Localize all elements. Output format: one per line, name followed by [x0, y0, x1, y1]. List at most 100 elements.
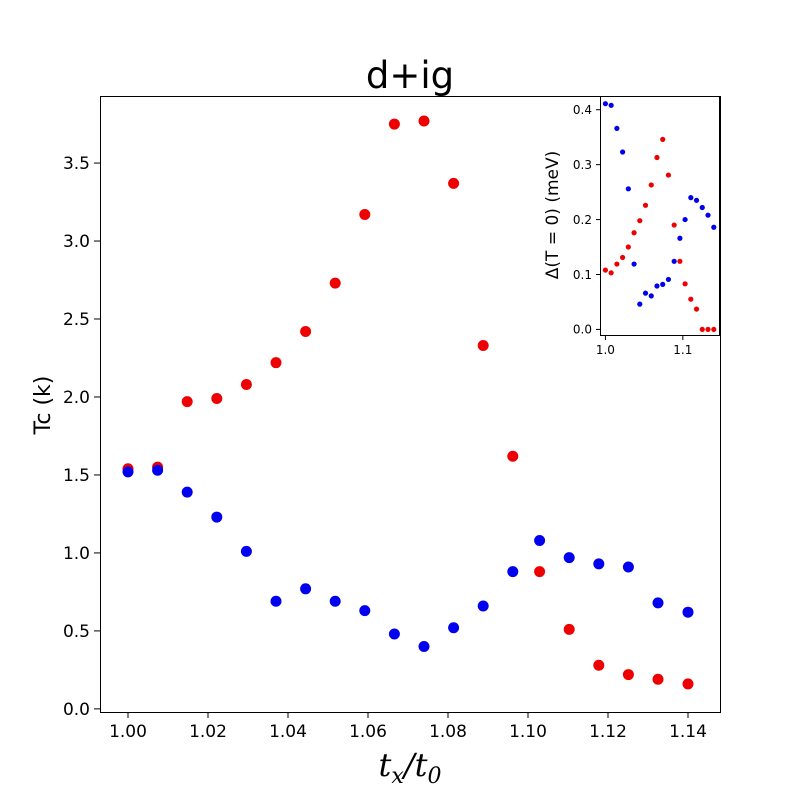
point-blue: [181, 486, 193, 498]
x-tick-label: 1.02: [189, 722, 227, 742]
point-red: [507, 450, 519, 462]
y-tick-label: 1.5: [63, 466, 90, 486]
inset-point-red: [677, 258, 683, 264]
inset-point-red: [602, 267, 609, 273]
point-blue: [507, 566, 519, 578]
inset-y-tick-label: 0.1: [573, 268, 592, 282]
inset-point-red: [631, 230, 637, 236]
y-tick-label: 0.0: [63, 700, 90, 720]
point-red: [388, 118, 400, 130]
inset-point-red: [648, 182, 654, 188]
inset-point-blue: [608, 102, 614, 108]
inset-point-blue: [648, 293, 654, 299]
inset-point-blue: [705, 212, 711, 218]
inset-point-red: [660, 136, 666, 142]
point-red: [329, 277, 341, 289]
inset-point-blue: [642, 290, 649, 296]
inset-point-blue: [614, 125, 620, 132]
inset-point-blue: [660, 281, 666, 287]
point-blue: [477, 600, 489, 612]
y-tick-label: 1.0: [63, 544, 90, 564]
inset-x-tick-label: 1.1: [673, 343, 692, 357]
inset-y-tick-label: 0.2: [573, 213, 592, 227]
inset-point-red: [688, 296, 694, 302]
point-red: [181, 396, 193, 408]
inset-point-red: [705, 326, 711, 333]
inset-point-blue: [677, 235, 683, 241]
inset-point-red: [671, 222, 677, 228]
inset-point-red: [711, 326, 717, 333]
inset-point-blue: [688, 195, 694, 201]
point-red: [240, 379, 252, 391]
inset-point-red: [665, 172, 672, 178]
chart-title: d+ig: [366, 54, 454, 97]
point-blue: [593, 558, 605, 570]
point-blue: [300, 583, 312, 595]
inset-point-blue: [665, 276, 672, 283]
inset-point-red: [620, 254, 626, 261]
x-tick-label: 1.10: [509, 722, 547, 742]
x-tick-label: 1.08: [429, 722, 467, 742]
inset-point-red: [654, 154, 660, 161]
inset-point-blue: [637, 301, 643, 307]
inset-y-tick-label: 0.3: [573, 158, 592, 172]
main-plot-frame: [100, 96, 721, 713]
inset-point-red: [614, 261, 620, 267]
point-blue: [329, 595, 341, 607]
inset-point-blue: [620, 149, 626, 155]
point-red: [682, 678, 694, 690]
inset-point-blue: [699, 204, 705, 211]
point-red: [652, 673, 664, 685]
point-blue: [270, 595, 282, 607]
inset-x-tick-label: 1.0: [596, 343, 615, 357]
inset-point-red: [608, 270, 614, 276]
point-blue: [211, 511, 223, 523]
x-tick-label: 1.14: [669, 722, 707, 742]
point-blue: [682, 606, 694, 618]
inset-point-blue: [631, 261, 637, 267]
y-tick-label: 2.0: [63, 388, 90, 408]
point-blue: [122, 466, 134, 478]
inset-plot-background: [600, 97, 720, 337]
point-red: [211, 393, 223, 405]
point-blue: [240, 545, 252, 557]
point-red: [418, 115, 430, 127]
x-tick-label: 1.12: [589, 722, 627, 742]
inset-point-blue: [602, 101, 609, 107]
point-blue: [448, 622, 460, 634]
point-blue: [418, 641, 430, 653]
inset-y-axis-label: Δ(T = 0) (meV): [543, 151, 563, 279]
point-red: [622, 669, 634, 681]
point-blue: [563, 552, 575, 564]
point-blue: [359, 605, 371, 617]
y-tick-label: 0.5: [63, 622, 90, 642]
inset-point-blue: [711, 224, 717, 230]
point-red: [563, 623, 575, 635]
inset-point-red: [642, 202, 649, 208]
inset-point-red: [637, 218, 643, 224]
point-blue: [534, 534, 546, 546]
inset-point-blue: [625, 186, 631, 192]
inset-point-red: [693, 306, 700, 312]
x-tick-label: 1.04: [269, 722, 307, 742]
inset-point-red: [699, 326, 705, 333]
point-blue: [388, 628, 400, 640]
point-red: [300, 325, 312, 337]
point-red: [593, 659, 605, 671]
point-red: [448, 177, 460, 189]
y-tick-label: 3.0: [63, 232, 90, 252]
inset-point-blue: [671, 258, 677, 264]
x-axis-label: tx/t0: [379, 746, 442, 789]
point-red: [270, 357, 282, 369]
point-blue: [622, 561, 634, 573]
y-tick-label: 3.5: [63, 154, 90, 174]
y-tick-label: 2.5: [63, 310, 90, 330]
point-blue: [152, 464, 164, 476]
x-tick-label: 1.00: [109, 722, 147, 742]
y-axis-label: Tc (k): [31, 376, 56, 436]
inset-point-blue: [654, 283, 660, 289]
inset-plot-frame: [600, 96, 720, 336]
inset-point-red: [682, 281, 688, 287]
inset-point-blue: [682, 216, 688, 223]
